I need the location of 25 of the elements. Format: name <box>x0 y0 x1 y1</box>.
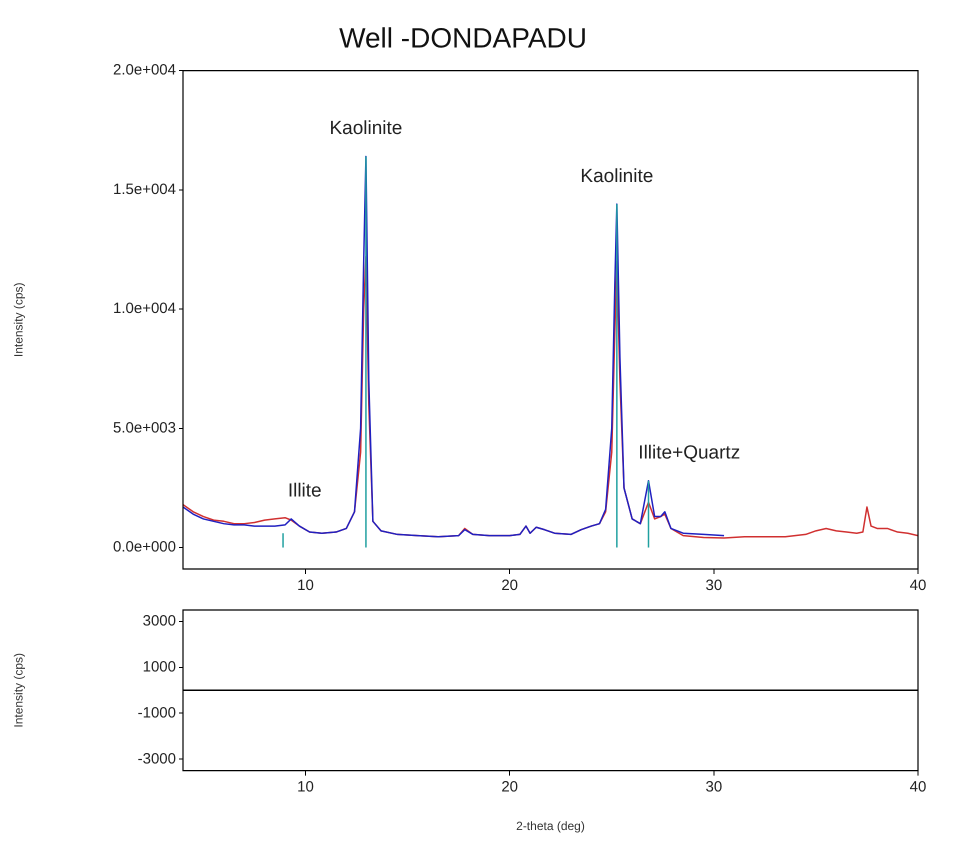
y-tick-label: 3000 <box>142 612 176 630</box>
x-axis-title: 2-theta (deg) <box>516 819 585 834</box>
y-tick-label: 0.0e+000 <box>113 538 176 556</box>
y-axis-title: Intensity (cps) <box>12 652 26 728</box>
y-tick-label: 2.0e+004 <box>113 62 176 79</box>
annotation: Illite+Quartz <box>638 442 740 464</box>
x-tick-label: 40 <box>910 778 926 796</box>
x-tick-label: 30 <box>705 778 722 796</box>
y-tick-label: 1.0e+004 <box>113 300 176 318</box>
y-tick-label: -3000 <box>138 750 176 768</box>
annotation: Kaolinite <box>580 166 654 187</box>
y-tick-label: -1000 <box>138 704 176 722</box>
y-tick-label: 5.0e+003 <box>113 419 176 436</box>
chart-title: Well -DONDAPADU <box>339 22 587 54</box>
y-tick-label: 1000 <box>142 658 176 676</box>
x-tick-label: 10 <box>297 778 314 796</box>
x-tick-label: 10 <box>297 577 314 594</box>
x-tick-label: 20 <box>501 577 518 594</box>
y-axis-title: Intensity (cps) <box>12 282 26 358</box>
y-tick-label: 1.5e+004 <box>113 180 176 198</box>
annotation: Illite <box>288 480 322 502</box>
x-tick-label: 40 <box>910 577 926 594</box>
annotation: Kaolinite <box>329 118 402 140</box>
x-tick-label: 30 <box>705 577 722 594</box>
x-tick-label: 20 <box>501 778 518 796</box>
